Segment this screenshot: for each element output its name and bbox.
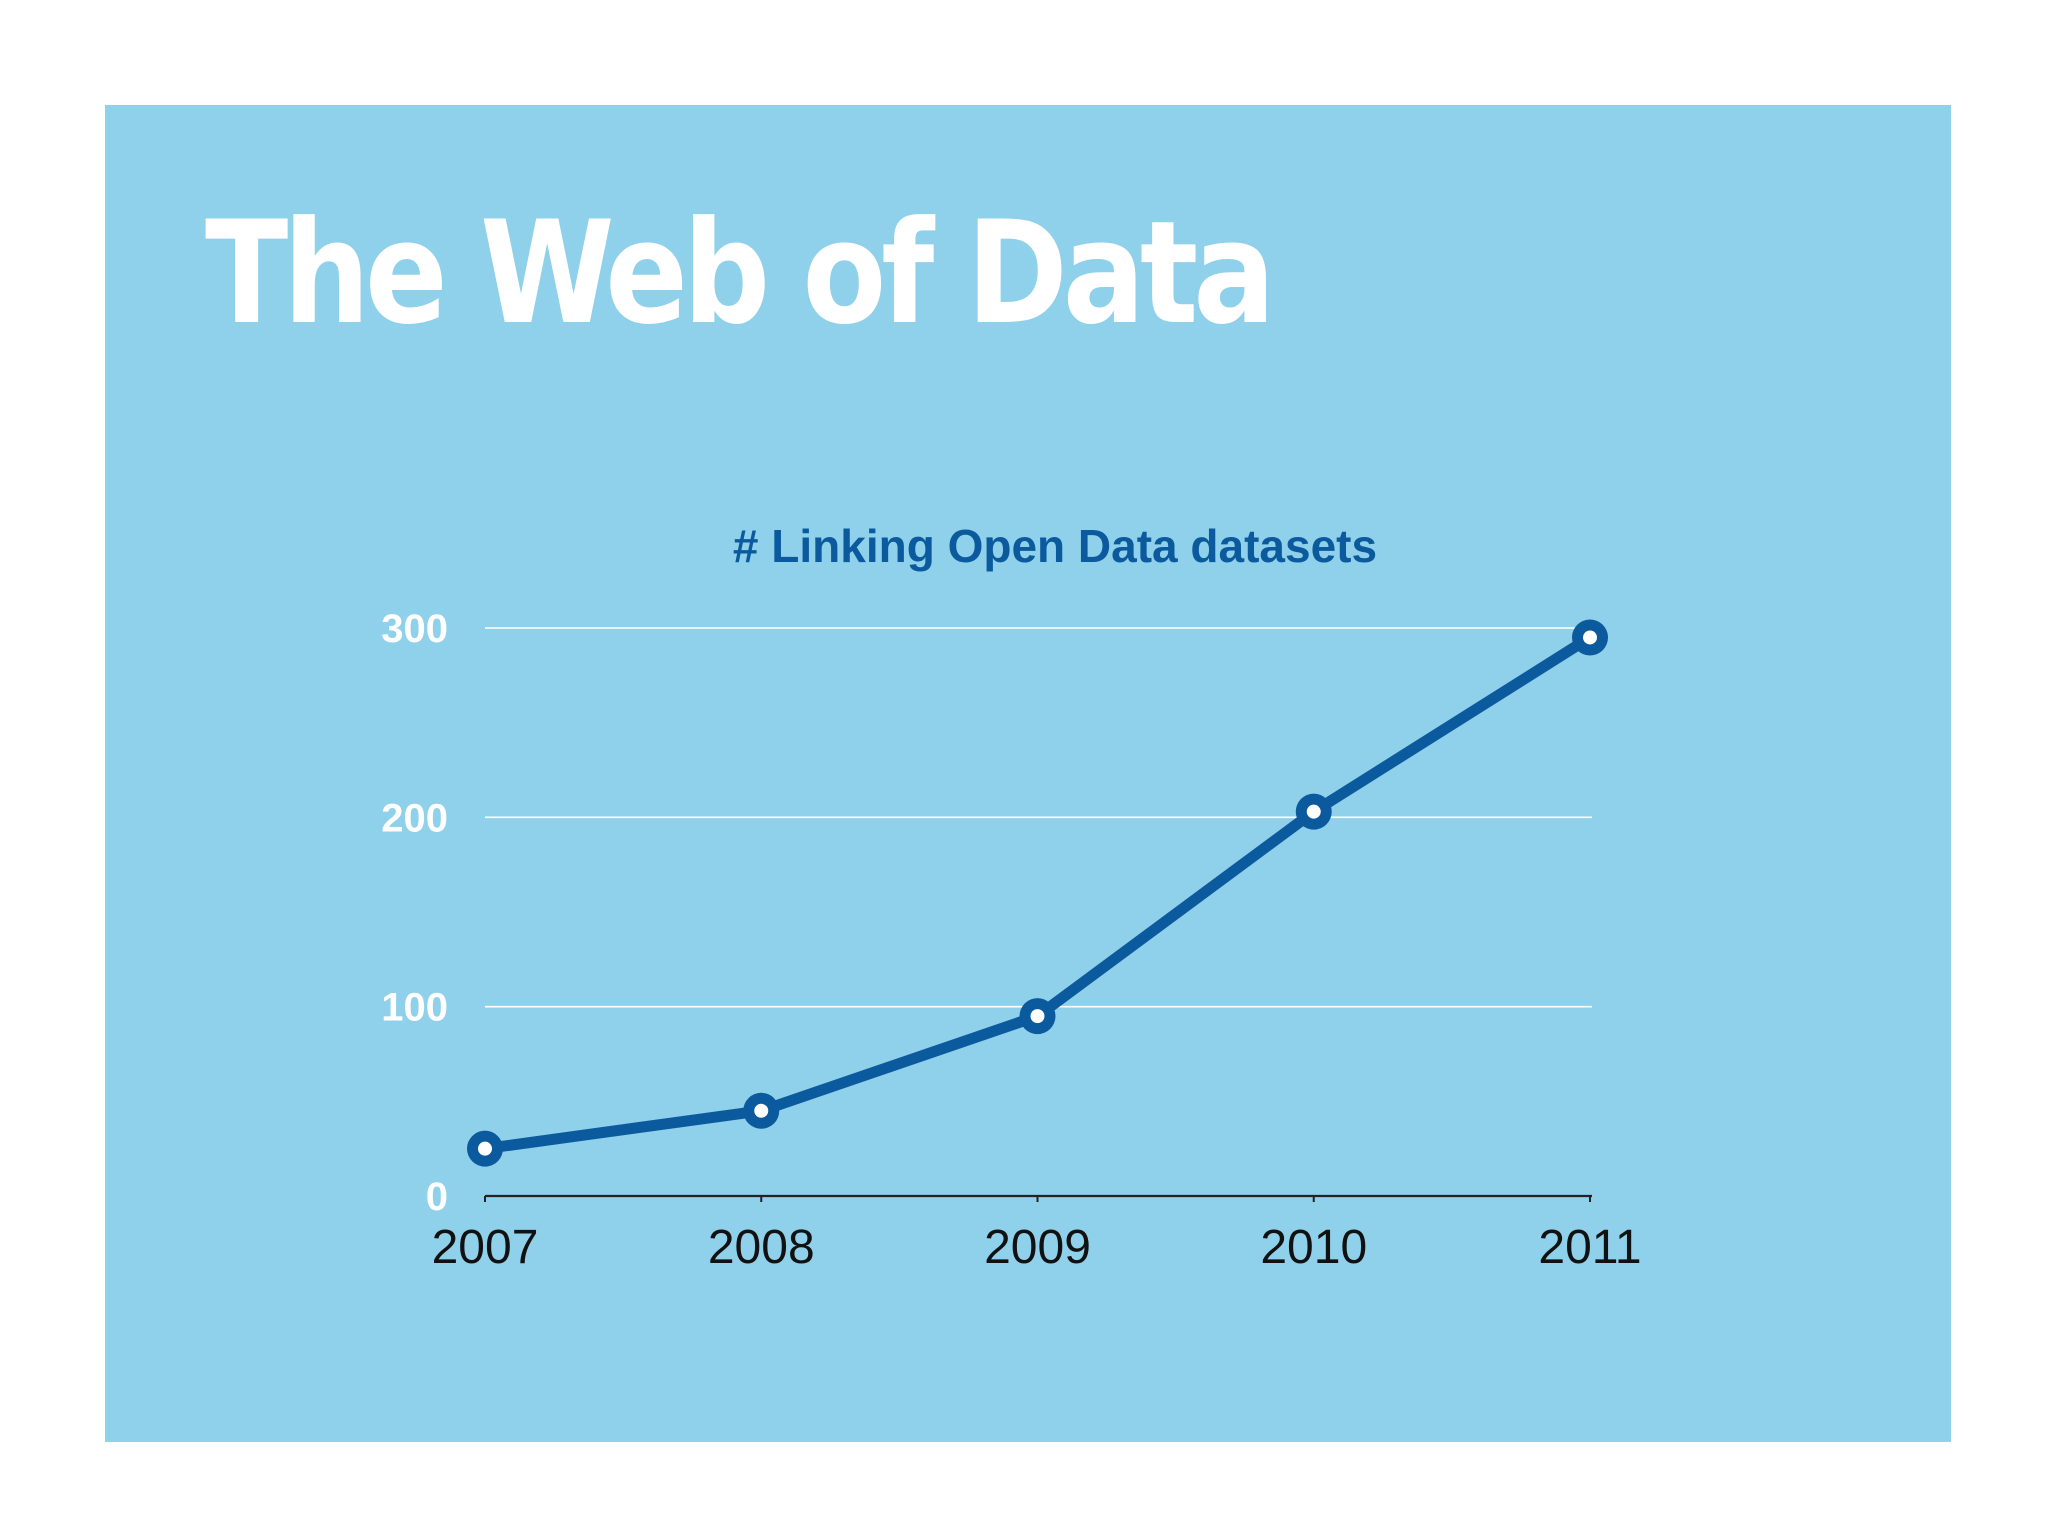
y-tick-label-200: 200 [381,796,448,840]
slide-title: The Web of Data [205,191,1276,356]
x-tick-label-2008: 2008 [708,1221,815,1274]
data-point-center-2007 [478,1141,492,1156]
x-tick-label-2010: 2010 [1260,1221,1367,1274]
data-point-center-2010 [1306,804,1321,819]
x-tick-label-2011: 2011 [1538,1221,1641,1274]
x-tick-labels: 2007 2008 2009 2010 2011 [432,1221,1642,1274]
y-tick-labels: 0 100 200 300 [381,607,448,1219]
x-tick-label-2007: 2007 [432,1221,539,1274]
data-point-center-2011 [1583,630,1597,645]
series-layer [479,631,1596,1155]
gridlines [485,627,1592,1008]
chart-title: # Linking Open Data datasets [733,520,1377,572]
x-axis [484,1194,1592,1202]
y-tick-label-0: 0 [426,1175,448,1219]
x-tick-label-2009: 2009 [984,1221,1091,1274]
slide: The Web of Data [105,105,1951,1442]
y-tick-label-300: 300 [381,607,448,651]
data-points [467,619,1608,1167]
data-point-center-2009 [1030,1009,1045,1024]
data-point-center-2008 [754,1103,769,1118]
series-line-0 [479,631,1596,1155]
y-tick-label-100: 100 [381,986,448,1030]
